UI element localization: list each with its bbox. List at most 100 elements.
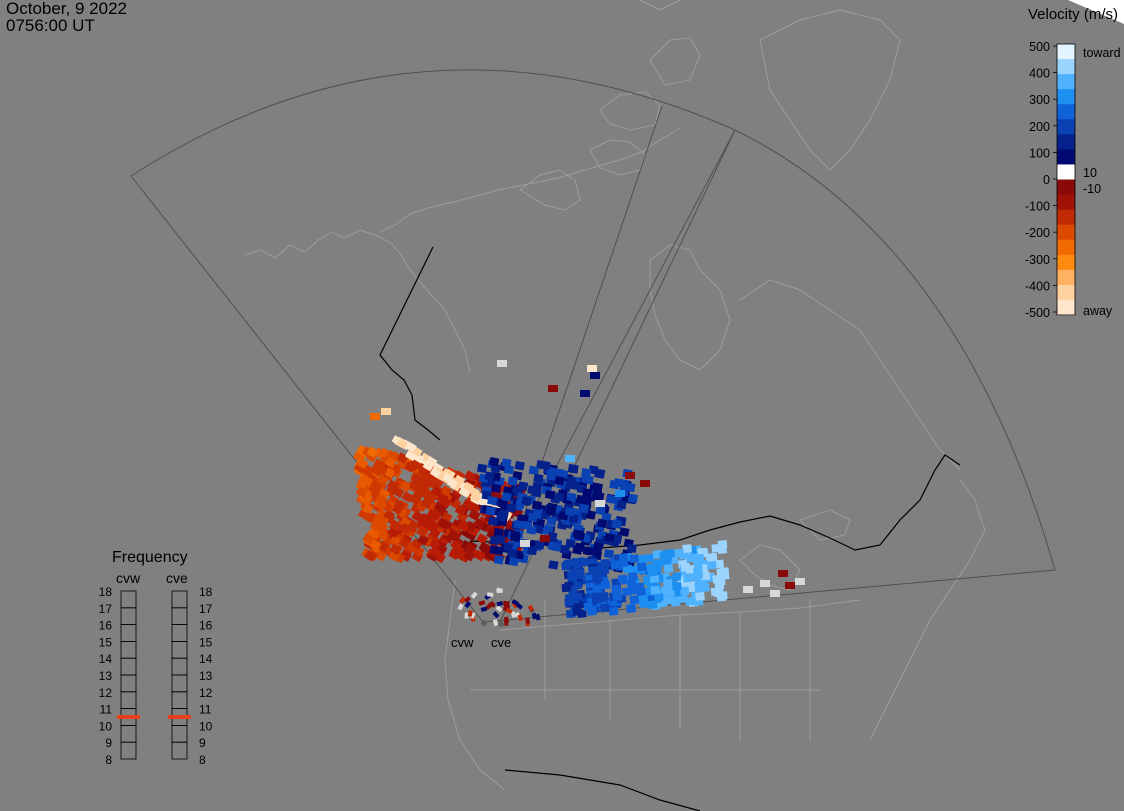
echo-cell: [597, 518, 608, 529]
velocity-tick-label: 100: [1029, 146, 1050, 160]
echo-cell: [695, 592, 705, 601]
islands-4: [649, 37, 701, 86]
fov-beam-3: [499, 129, 736, 623]
echo-cell: [426, 456, 438, 467]
velocity-echoes: [352, 360, 805, 627]
great-lakes-2: [799, 509, 851, 541]
echo-cell: [527, 512, 538, 523]
toward-label: toward: [1083, 46, 1121, 60]
echo-cell: [369, 520, 382, 532]
echo-cell: [540, 460, 551, 471]
echo-cell: [528, 465, 539, 476]
echo-cell: [486, 592, 494, 597]
fov-left-edge: [130, 175, 484, 623]
echo-cell: [489, 457, 500, 467]
echo-cell: [670, 597, 681, 607]
echo-cell: [517, 481, 529, 491]
echo-cell: [478, 541, 491, 553]
frequency-cell: [120, 657, 137, 676]
frequency-cell: [120, 590, 137, 609]
frequency-level-right: 12: [199, 686, 213, 700]
echo-cell: [515, 602, 524, 610]
echo-cell: [604, 532, 615, 543]
echo-cell: [554, 476, 565, 486]
echo-cell: [389, 543, 402, 556]
echo-cell: [683, 573, 693, 583]
frequency-cell: [171, 741, 188, 760]
frequency-cell: [171, 674, 188, 693]
echo-cell: [405, 441, 417, 453]
us-states-2: [544, 600, 811, 740]
echo-cell: [511, 599, 519, 606]
echo-cell: [493, 527, 504, 538]
velocity-scale-segment: [1057, 269, 1075, 286]
echo-cell: [361, 503, 374, 515]
velocity-scale-segment: [1057, 74, 1075, 90]
echo-cell: [401, 491, 414, 503]
echo-cell: [461, 498, 474, 511]
echo-cell: [501, 458, 512, 468]
frequency-cell: [120, 641, 137, 659]
echo-cell: [627, 572, 638, 581]
echo-cell: [595, 500, 605, 507]
echo-cell: [463, 596, 471, 604]
echo-cell: [592, 584, 602, 594]
corner-fold: [1068, 0, 1124, 24]
echo-cell: [392, 486, 405, 499]
echo-cell: [493, 555, 504, 565]
echo-cell: [369, 481, 381, 494]
frequency-cell: [120, 691, 137, 709]
echo-cell: [464, 470, 476, 482]
velocity-tick-label: -300: [1025, 253, 1050, 267]
echo-cell: [544, 489, 556, 500]
east-coast: [869, 479, 986, 741]
echo-cell: [719, 571, 730, 580]
echo-cell: [580, 390, 590, 397]
arctic-coast: [379, 127, 681, 233]
frequency-level-right: 10: [199, 719, 213, 733]
echo-cell: [525, 617, 531, 624]
echo-cell: [785, 582, 795, 589]
echo-cell: [600, 603, 610, 613]
alaska-coast: [244, 229, 471, 373]
echo-cell: [399, 480, 412, 493]
echo-cell: [743, 586, 753, 593]
velocity-legend: 500 400 300 200 100 0 -100 -200 -300 -400 -500 towa…: [1025, 40, 1121, 320]
echo-cell: [610, 560, 621, 569]
echo-cell: [531, 500, 543, 511]
frequency-level-right: 18: [199, 585, 213, 599]
echo-cell: [374, 550, 387, 562]
echo-cell: [566, 492, 577, 502]
echo-cell: [649, 574, 660, 584]
echo-cell: [569, 480, 580, 491]
echo-cell: [617, 574, 628, 584]
echo-cell: [420, 497, 433, 509]
frequency-level-right: 16: [199, 619, 213, 633]
echo-cell: [428, 546, 441, 558]
echo-cell: [568, 590, 579, 600]
frequency-level-left: 15: [99, 635, 113, 649]
frequency-marker-cve: [168, 715, 191, 719]
echo-cell: [469, 491, 481, 503]
velocity-scale-segment: [1057, 239, 1075, 256]
echo-cell: [621, 587, 632, 597]
frequency-level-left: 16: [99, 619, 113, 633]
alaska-canada-border: [379, 246, 441, 441]
islands-1: [519, 169, 581, 211]
echo-cell: [464, 612, 469, 619]
echo-cell: [495, 587, 503, 594]
frequency-level-left: 17: [99, 602, 113, 616]
velocity-tick-label: 500: [1029, 40, 1050, 54]
frequency-cell: [171, 641, 188, 659]
echo-cell: [540, 535, 550, 542]
echo-cell: [636, 587, 646, 596]
echo-cell: [629, 554, 639, 564]
velocity-scale-segment: [1057, 254, 1075, 271]
echo-cell: [663, 564, 674, 573]
velocity-tick-label: -500: [1025, 306, 1050, 320]
echo-cell: [679, 586, 690, 596]
echo-cell: [567, 463, 578, 474]
echo-cell: [606, 494, 617, 504]
